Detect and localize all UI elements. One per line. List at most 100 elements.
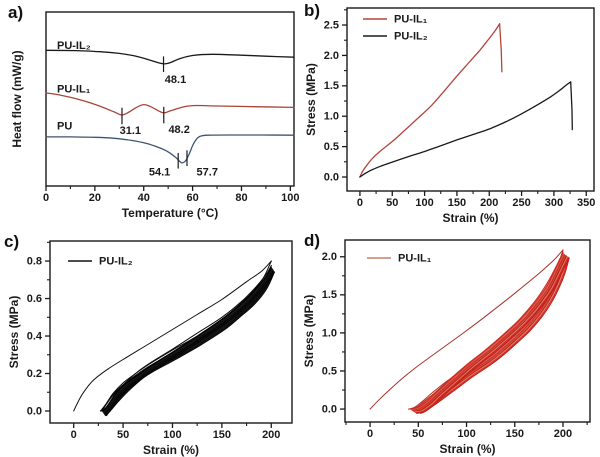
panel-c-cyclic-chart: c) 0 50 100 150 200 0.0 0.2 0.4 0.6 0.8 Strain (%)…: [0, 228, 300, 457]
series-cycle-3-rep1: [414, 253, 565, 411]
y-tick-label: 2.5: [324, 19, 339, 31]
x-axis-title: Temperature (°C): [122, 206, 219, 220]
x-tick-label: 200: [554, 428, 572, 440]
series-PU-IL₁: [498, 23, 503, 73]
curve-label: PU-IL₂: [57, 40, 91, 52]
y-tick-label: 1.5: [324, 80, 339, 92]
x-tick-label: 80: [235, 192, 247, 204]
peak-label: 54.1: [149, 166, 170, 178]
x-tick-label: 150: [213, 429, 231, 441]
y-tick-label: 0.8: [27, 255, 42, 267]
panel-label-b: b): [304, 1, 321, 20]
series-cycle-1: [73, 260, 272, 412]
x-tick-label: 100: [415, 197, 433, 209]
y-axis-title: Stress (MPa): [7, 296, 21, 369]
series-cycle-3-rep5: [105, 270, 274, 415]
series-PU-IL₁: [45, 92, 295, 116]
x-tick-label: 0: [357, 197, 363, 209]
series-cycle-3-rep1: [410, 253, 565, 411]
panel-label-d: d): [304, 231, 321, 250]
series-cycle-3-rep7: [419, 257, 570, 414]
y-tick-label: 0.0: [27, 405, 42, 417]
x-tick-label: 250: [512, 197, 530, 209]
y-tick-label: 2.0: [324, 50, 339, 62]
series-cycle-1: [369, 249, 564, 410]
plot-frame: [45, 11, 295, 187]
x-axis-title: Strain (%): [143, 443, 199, 457]
curve-label: PU-IL₁: [57, 83, 91, 95]
series-cycle-3-rep2: [103, 268, 273, 413]
peak-label: 48.2: [168, 124, 189, 136]
x-tick-label: 50: [117, 429, 129, 441]
plot-frame: [346, 7, 595, 192]
y-tick-label: 0.6: [27, 293, 42, 305]
y-tick-label: 0.4: [27, 330, 43, 342]
series-PU-IL₂: [570, 81, 573, 131]
y-tick-label: 1.0: [324, 111, 339, 123]
legend-label: PU-IL₂: [394, 30, 428, 42]
x-tick-label: 100: [163, 429, 181, 441]
x-tick-label: 20: [89, 192, 101, 204]
legend-label: PU-IL₂: [99, 255, 133, 267]
series-cycle-2: [411, 251, 564, 410]
x-tick-label: 50: [412, 428, 424, 440]
series-cycle-3-rep4: [417, 255, 568, 413]
panel-label-c: c): [4, 232, 20, 251]
x-tick-label: 40: [138, 192, 150, 204]
y-tick-label: 1.0: [322, 327, 337, 339]
x-tick-label: 50: [386, 197, 398, 209]
x-axis-title: Strain (%): [442, 211, 498, 225]
panel-a-dsc-chart: a) 0 20 40 60 80 100 Temperature (°C) Heat flow…: [0, 0, 300, 228]
x-tick-label: 0: [43, 192, 49, 204]
series-cycle-1: [408, 249, 564, 410]
y-tick-label: 0.5: [322, 365, 337, 377]
curve-label: PU: [57, 121, 72, 133]
series-cycle-3-rep6: [105, 271, 275, 416]
y-tick-label: 1.5: [322, 289, 337, 301]
series-cycle-3: [413, 253, 564, 410]
x-tick-label: 200: [480, 197, 498, 209]
series-cycle-3-rep2: [415, 254, 566, 411]
plot-frame: [344, 239, 591, 423]
y-tick-label: 0.0: [324, 171, 339, 183]
series-cycle-3-rep2: [411, 254, 566, 411]
series-cycle-3-rep3: [412, 254, 567, 412]
series-cycle-3-rep5: [418, 256, 568, 413]
series-cycle-3-rep7: [105, 271, 275, 417]
legend-label: PU-IL₁: [394, 13, 428, 25]
x-tick-label: 0: [367, 428, 373, 440]
x-tick-label: 100: [457, 428, 475, 440]
chart-b-svg: 0 50 100 150 200 250 300 350 0.0 0.5 1.0 1.5 2.0 2.5 S…: [304, 7, 595, 225]
series-PU-IL₁: [359, 23, 501, 178]
chart-a-svg: 0 20 40 60 80 100 Temperature (°C) Heat flow (m…: [10, 11, 300, 220]
series-cycle-3-rep7: [106, 271, 275, 417]
x-tick-label: 60: [186, 192, 198, 204]
series-cycle-3-rep6: [419, 256, 569, 414]
legend-label: PU-IL₁: [398, 252, 432, 264]
y-axis-title: Stress (MPa): [302, 295, 316, 368]
peak-label: 48.1: [165, 74, 186, 86]
y-tick-label: 2.0: [322, 251, 337, 263]
panel-label-a: a): [8, 3, 24, 22]
series-cycle-2: [99, 265, 272, 412]
x-tick-label: 200: [262, 429, 280, 441]
y-tick-label: 0.2: [27, 368, 42, 380]
peak-label: 57.7: [197, 166, 218, 178]
y-axis-title: Stress (MPa): [304, 63, 318, 136]
series-PU: [45, 134, 295, 164]
series-cycle-3-rep6: [104, 271, 275, 416]
chart-d-svg: 0 50 100 150 200 0.0 0.5 1.0 1.5 2.0 Strain (%) Str…: [302, 239, 591, 456]
y-axis-title: Heat flow (mW/g): [10, 50, 24, 147]
x-tick-label: 100: [281, 192, 299, 204]
panel-b-stress-strain-chart: b) 0 50 100 150 200 250 300 350 0.0 0.5 1.0 1.5 2.0 2…: [300, 0, 600, 228]
x-tick-label: 0: [71, 429, 77, 441]
peak-label: 31.1: [120, 125, 141, 137]
x-tick-label: 150: [448, 197, 466, 209]
chart-c-svg: 0 50 100 150 200 0.0 0.2 0.4 0.6 0.8 Strain (%) Str…: [7, 240, 293, 457]
x-axis-title: Strain (%): [439, 442, 495, 456]
panel-d-cyclic-chart: d) 0 50 100 150 200 0.0 0.5 1.0 1.5 2.0 Strain (%)…: [300, 228, 600, 457]
series-cycle-3: [410, 253, 564, 410]
series-PU-IL₂: [45, 49, 295, 65]
x-tick-label: 150: [506, 428, 524, 440]
